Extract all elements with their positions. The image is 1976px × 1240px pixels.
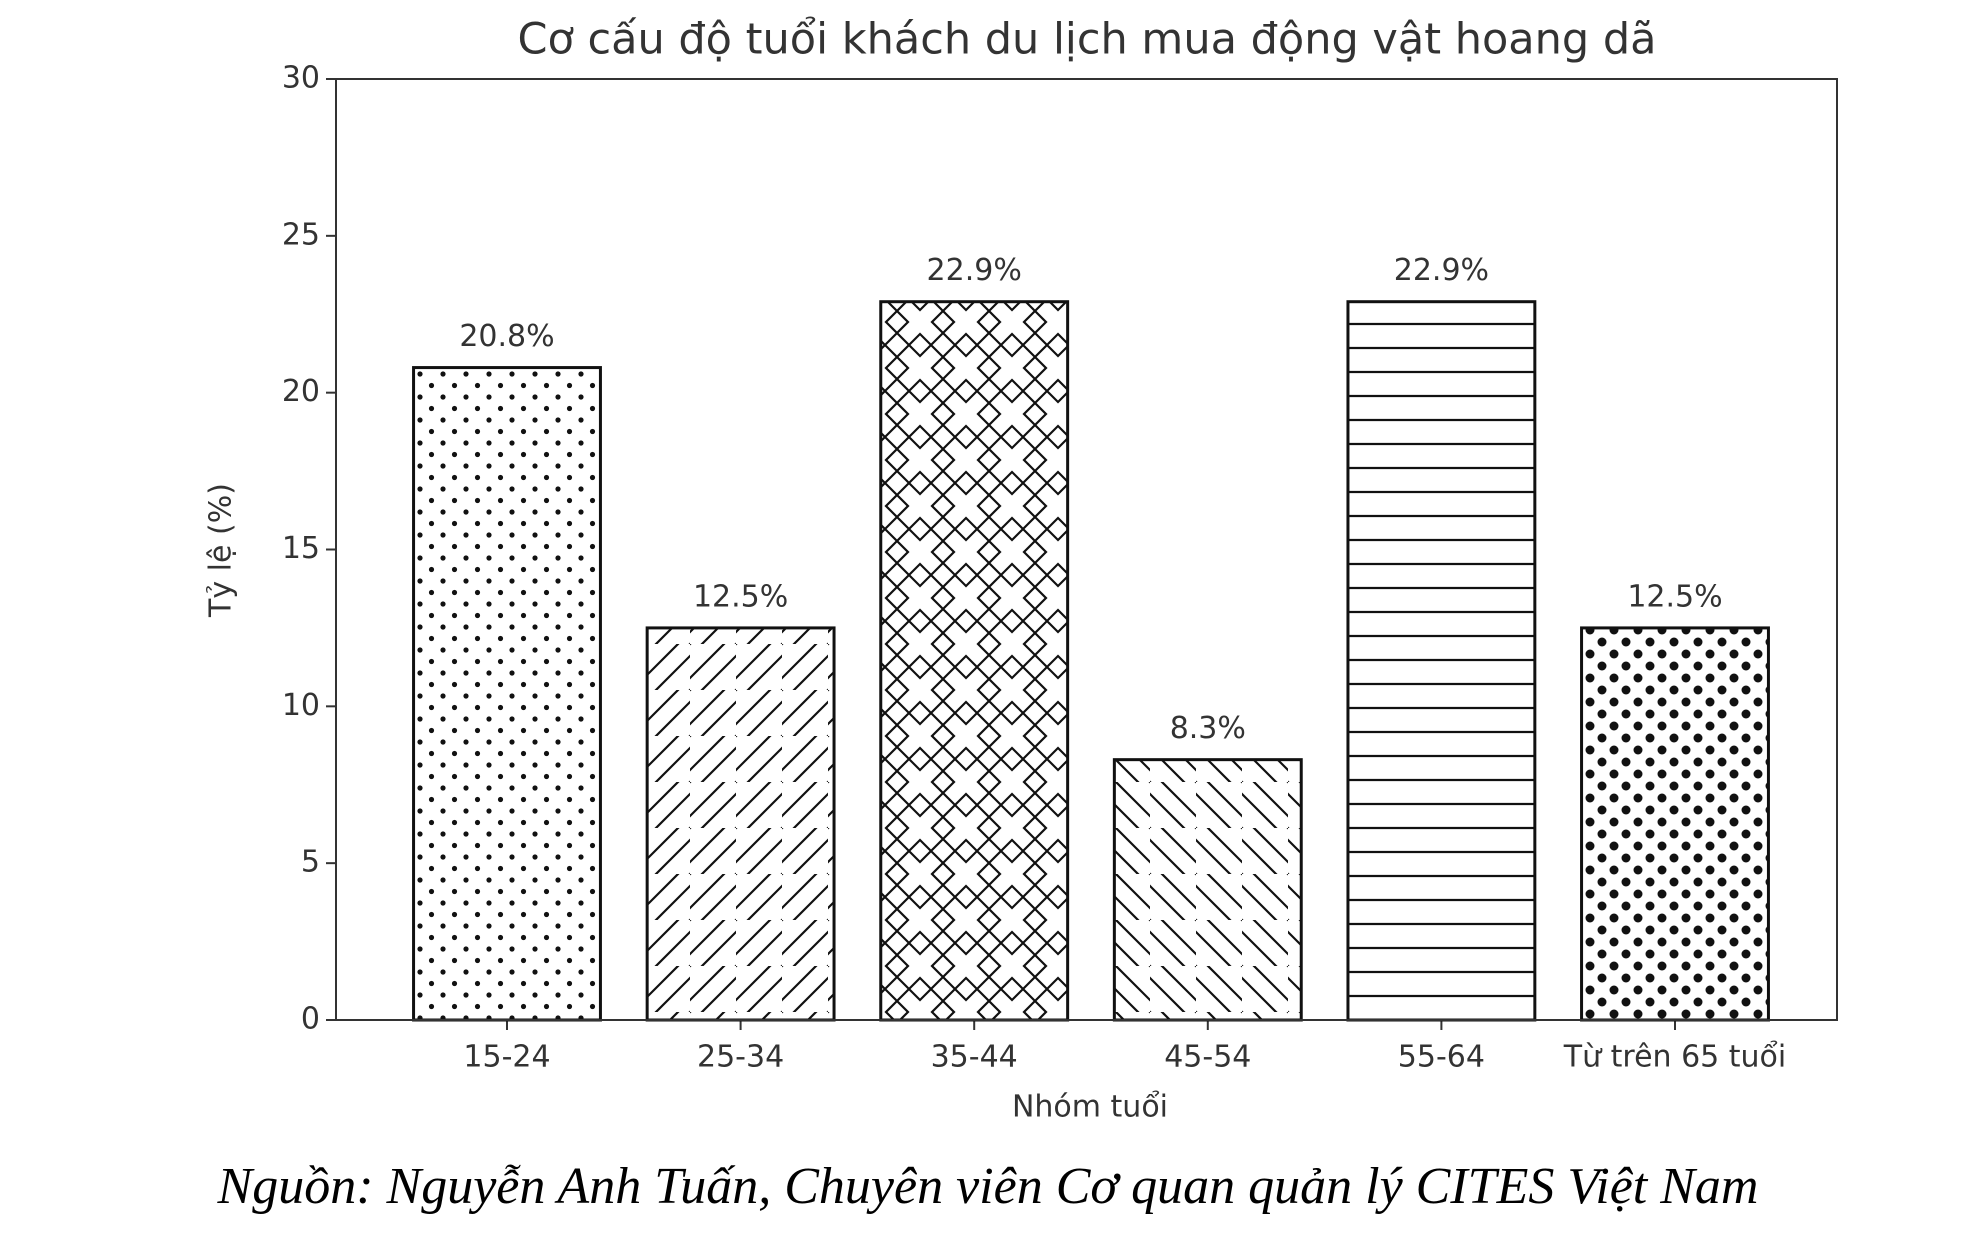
plot-frame	[335, 78, 1838, 1021]
bar	[879, 300, 1070, 1022]
y-tick-label: 20	[282, 374, 320, 409]
y-tick-label: 30	[282, 61, 320, 96]
bar	[412, 366, 602, 1022]
source-note: Nguồn: Nguyễn Anh Tuấn, Chuyên viên Cơ q…	[217, 1158, 1759, 1215]
chart-title: Cơ cấu độ tuổi khách du lịch mua động vậ…	[517, 15, 1656, 65]
x-tick-label: 35-44	[931, 1040, 1018, 1075]
y-axis-label: Tỷ lệ (%)	[204, 483, 239, 618]
bar-value-label: 12.5%	[693, 579, 788, 614]
y-tick-label: 0	[301, 1002, 320, 1037]
y-tick-label: 10	[282, 688, 320, 723]
bar-value-label: 22.9%	[927, 253, 1022, 288]
bar-value-label: 12.5%	[1627, 579, 1722, 614]
bar	[645, 626, 836, 1022]
x-tick-label: Từ trên 65 tuổi	[1563, 1039, 1787, 1075]
x-tick-label: 55-64	[1398, 1040, 1485, 1075]
bar	[1346, 300, 1537, 1022]
x-axis-label: Nhóm tuổi	[1012, 1089, 1168, 1125]
x-tick-label: 45-54	[1164, 1040, 1251, 1075]
bar-value-label: 8.3%	[1170, 711, 1246, 746]
x-tick-label: 15-24	[463, 1040, 550, 1075]
y-tick-label: 5	[301, 845, 320, 880]
y-tick-label: 15	[282, 531, 320, 566]
x-tick-label: 25-34	[697, 1040, 784, 1075]
bar	[1112, 758, 1303, 1022]
bar-value-label: 22.9%	[1394, 253, 1489, 288]
y-tick-label: 25	[282, 217, 320, 252]
bar	[1580, 626, 1770, 1022]
bar-value-label: 20.8%	[459, 319, 554, 354]
